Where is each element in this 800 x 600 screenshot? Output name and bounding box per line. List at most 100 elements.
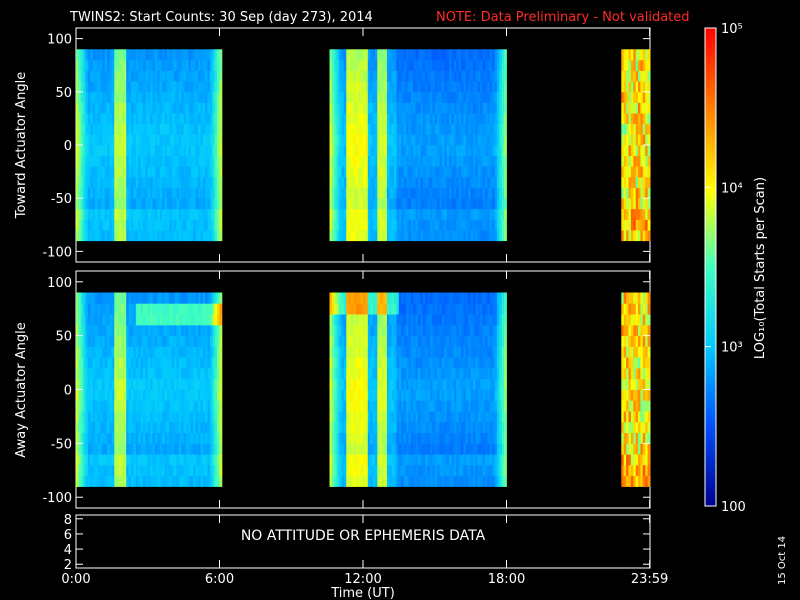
heatmap-cell	[188, 411, 192, 423]
heatmap-cell	[382, 145, 385, 156]
heatmap-cell	[456, 346, 460, 358]
heatmap-cell	[123, 303, 127, 315]
heatmap-cell	[415, 357, 419, 369]
heatmap-cell	[642, 70, 646, 82]
heatmap-cell	[123, 335, 127, 347]
heatmap-cell	[152, 208, 156, 220]
heatmap-cell	[212, 389, 216, 401]
heatmap-cell	[331, 464, 335, 477]
heatmap-cell	[487, 123, 491, 135]
heatmap-cell	[415, 346, 419, 358]
heatmap-cell	[640, 145, 644, 156]
heatmap-cell	[78, 113, 82, 125]
heatmap-cell	[138, 464, 141, 477]
heatmap-cell	[358, 70, 361, 82]
heatmap-cell	[164, 411, 168, 423]
heatmap-cell	[209, 145, 213, 156]
heatmap-cell	[207, 400, 211, 412]
heatmap-cell	[176, 357, 180, 369]
heatmap-cell	[363, 443, 366, 455]
heatmap-cell	[473, 102, 476, 114]
heatmap-cell	[379, 230, 383, 242]
heatmap-cell	[195, 208, 199, 220]
heatmap-cell	[441, 230, 445, 242]
heatmap-cell	[494, 145, 498, 156]
heatmap-cell	[183, 303, 187, 315]
heatmap-cell	[633, 134, 637, 146]
heatmap-cell	[207, 187, 211, 199]
heatmap-cell	[360, 411, 364, 423]
heatmap-cell	[453, 454, 457, 466]
heatmap-cell	[432, 464, 436, 477]
heatmap-cell	[128, 378, 132, 390]
heatmap-cell	[623, 113, 627, 125]
heatmap-cell	[360, 81, 364, 93]
heatmap-cell	[377, 378, 381, 390]
heatmap-cell	[159, 443, 163, 455]
heatmap-cell	[135, 166, 139, 178]
heatmap-cell	[389, 123, 393, 135]
heatmap-cell	[78, 464, 82, 477]
heatmap-cell	[329, 464, 333, 477]
heatmap-cell	[138, 324, 141, 337]
heatmap-cell	[97, 443, 101, 455]
heatmap-cell	[401, 91, 405, 103]
heatmap-cell	[384, 368, 388, 380]
heatmap-cell	[425, 219, 428, 231]
heatmap-cell	[441, 208, 445, 220]
heatmap-cell	[169, 187, 173, 199]
heatmap-cell	[504, 230, 507, 242]
heatmap-cell	[384, 113, 388, 125]
heatmap-cell	[188, 91, 192, 103]
heatmap-cells	[76, 49, 651, 242]
heatmap-cell	[336, 187, 340, 199]
heatmap-cell	[145, 91, 149, 103]
heatmap-cell	[482, 91, 486, 103]
heatmap-cell	[382, 303, 385, 315]
heatmap-cell	[403, 314, 407, 326]
heatmap-cell	[346, 145, 350, 156]
heatmap-cell	[159, 389, 163, 401]
heatmap-cell	[95, 324, 98, 337]
heatmap-cell	[410, 400, 414, 412]
heatmap-cell	[121, 59, 125, 71]
heatmap-cell	[461, 454, 464, 466]
heatmap-cell	[145, 368, 149, 380]
heatmap-cell	[166, 292, 170, 304]
heatmap-cell	[346, 378, 350, 390]
heatmap-cell	[647, 113, 651, 125]
heatmap-cell	[143, 335, 146, 347]
heatmap-cell	[391, 475, 395, 487]
heatmap-cell	[415, 145, 419, 156]
heatmap-cell	[183, 454, 187, 466]
heatmap-cell	[465, 432, 469, 444]
heatmap-cell	[449, 113, 452, 125]
heatmap-cell	[202, 324, 206, 337]
heatmap-cell	[473, 198, 476, 210]
heatmap-cell	[382, 208, 385, 220]
heatmap-cell	[104, 113, 108, 125]
heatmap-cell	[453, 123, 457, 135]
heatmap-cell	[348, 155, 352, 167]
heatmap-cell	[475, 187, 479, 199]
heatmap-cell	[427, 464, 431, 477]
heatmap-cell	[626, 49, 629, 61]
heatmap-cell	[181, 335, 184, 347]
heatmap-cell	[363, 400, 366, 412]
heatmap-cell	[147, 145, 151, 156]
heatmap-cell	[379, 292, 383, 304]
heatmap-cell	[403, 145, 407, 156]
heatmap-cell	[427, 335, 431, 347]
heatmap-cell	[449, 70, 452, 82]
heatmap-cell	[642, 219, 646, 231]
heatmap-cell	[78, 208, 82, 220]
heatmap-cell	[346, 187, 350, 199]
heatmap-cell	[171, 155, 175, 167]
heatmap-cell	[504, 134, 507, 146]
heatmap-cell	[408, 303, 412, 315]
heatmap-cell	[630, 81, 634, 93]
heatmap-cell	[193, 208, 196, 220]
heatmap-cell	[78, 454, 82, 466]
heatmap-cell	[420, 166, 424, 178]
heatmap-cell	[95, 155, 98, 167]
